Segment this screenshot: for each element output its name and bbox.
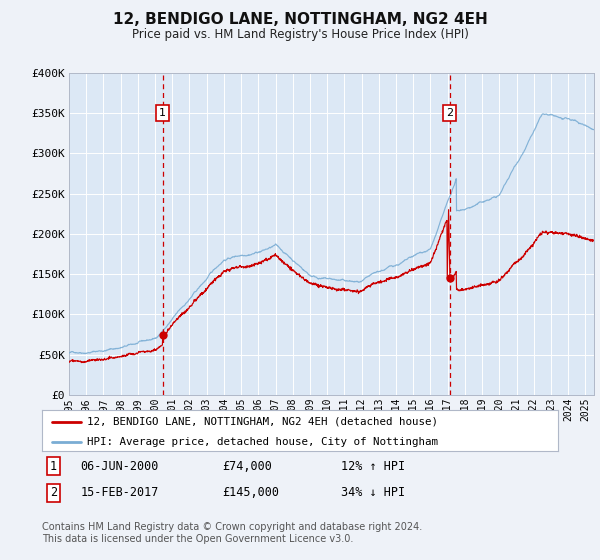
- Text: 12, BENDIGO LANE, NOTTINGHAM, NG2 4EH (detached house): 12, BENDIGO LANE, NOTTINGHAM, NG2 4EH (d…: [88, 417, 439, 427]
- Text: 1: 1: [50, 460, 57, 473]
- Text: £74,000: £74,000: [223, 460, 272, 473]
- Text: 12, BENDIGO LANE, NOTTINGHAM, NG2 4EH: 12, BENDIGO LANE, NOTTINGHAM, NG2 4EH: [113, 12, 487, 27]
- Text: £145,000: £145,000: [223, 487, 280, 500]
- Text: 15-FEB-2017: 15-FEB-2017: [80, 487, 159, 500]
- Text: Price paid vs. HM Land Registry's House Price Index (HPI): Price paid vs. HM Land Registry's House …: [131, 28, 469, 41]
- Text: 2: 2: [50, 487, 57, 500]
- Text: 34% ↓ HPI: 34% ↓ HPI: [341, 487, 406, 500]
- Text: Contains HM Land Registry data © Crown copyright and database right 2024.
This d: Contains HM Land Registry data © Crown c…: [42, 522, 422, 544]
- Text: 2: 2: [446, 108, 454, 118]
- Text: 12% ↑ HPI: 12% ↑ HPI: [341, 460, 406, 473]
- Text: HPI: Average price, detached house, City of Nottingham: HPI: Average price, detached house, City…: [88, 437, 439, 447]
- Text: 06-JUN-2000: 06-JUN-2000: [80, 460, 159, 473]
- Text: 1: 1: [159, 108, 166, 118]
